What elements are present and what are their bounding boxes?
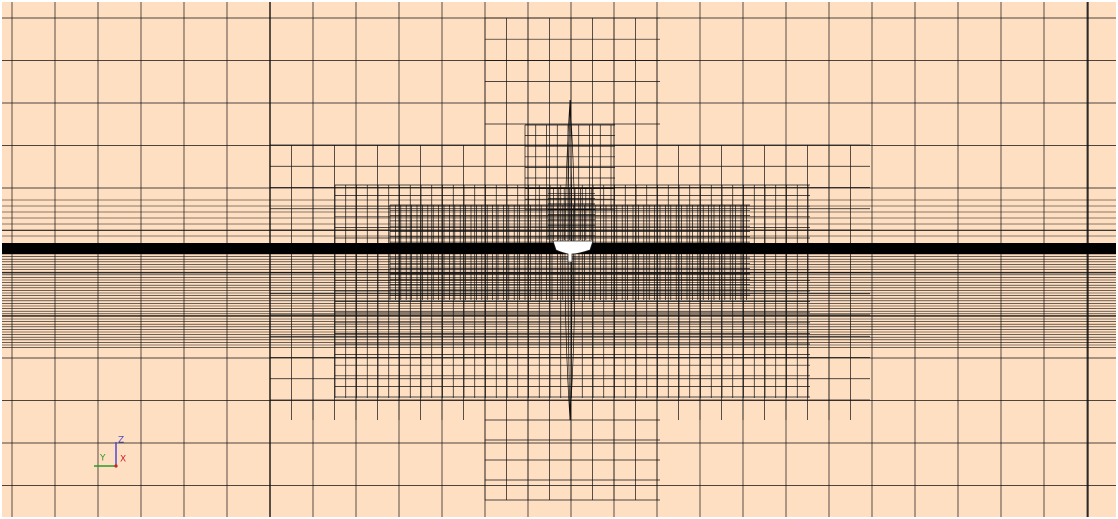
y-label: Y [99,454,106,464]
mesh-line [567,99,573,421]
x-axis-dot [114,464,118,468]
x-label: X [120,455,126,465]
hull [552,240,594,263]
axes-triad: Z Y X [94,436,126,468]
z-label: Z [118,436,124,446]
